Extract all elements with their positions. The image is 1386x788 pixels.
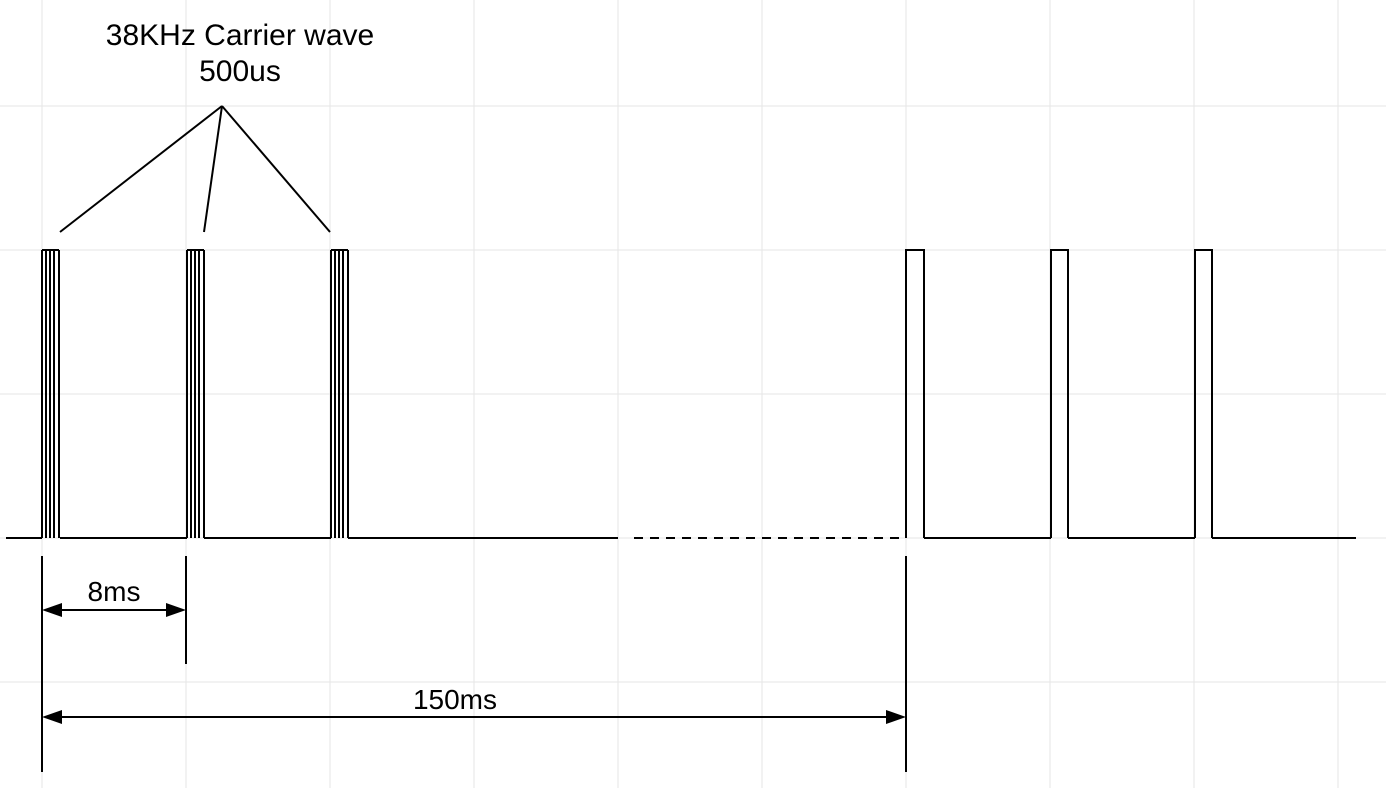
carrier-burst-3 [330,249,349,538]
carrier-burst-1 [41,249,60,538]
arrow-8ms-head-right [166,603,186,617]
carrier-wave-title: 38KHz Carrier wave [105,19,375,52]
arrow-150ms-head-left [42,710,62,724]
carrier-wave-label: 38KHz Carrier wave 500us [60,18,420,90]
dimension-arrows [42,603,906,724]
pulse-3 [1194,249,1213,538]
pointer-line-1 [59,105,223,233]
arrow-8ms-head-left [42,603,62,617]
pointer-line-2 [203,105,223,233]
carrier-burst-2 [186,249,205,538]
pulse-2 [1050,249,1069,538]
pulse-1 [905,249,925,538]
dimension-label-150ms: 150ms [412,684,498,715]
carrier-wave-duration: 500us [199,55,281,88]
arrow-150ms-head-right [886,710,906,724]
carrier-pointer-lines [59,105,331,233]
demodulated-pulses [905,249,1213,538]
carrier-bursts [41,249,349,538]
pointer-line-3 [221,105,331,233]
dimension-label-8ms: 8ms [87,576,141,607]
